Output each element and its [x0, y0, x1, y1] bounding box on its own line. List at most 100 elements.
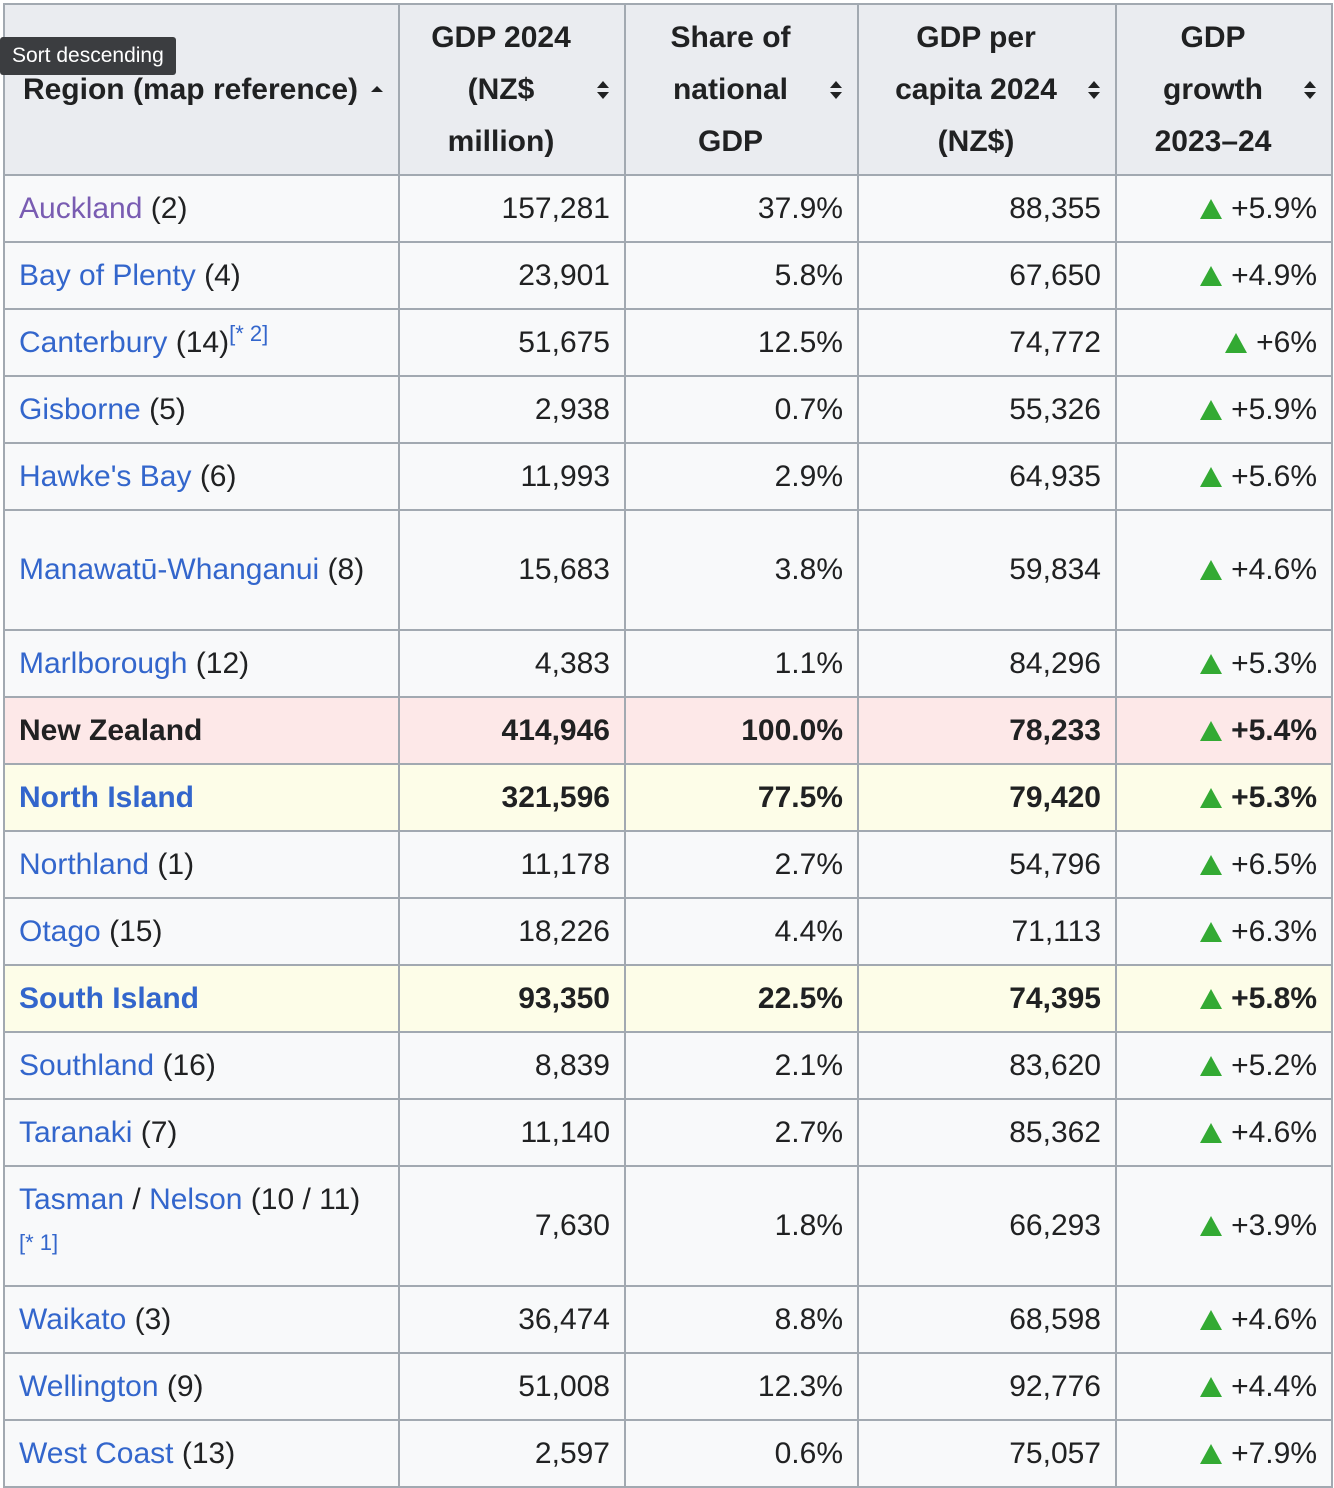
gdp-cell: 7,630: [398, 1165, 626, 1287]
header-per-capita[interactable]: GDP per capita 2024 (NZ$): [857, 3, 1117, 176]
sort-tooltip: Sort descending: [0, 37, 176, 75]
header-region-label: Region (map reference): [22, 72, 359, 106]
growth-cell: +7.9%: [1115, 1419, 1333, 1488]
gdp-cell: 18,226: [398, 897, 626, 966]
header-region[interactable]: Region (map reference): [3, 3, 400, 176]
sort-icon[interactable]: [1303, 80, 1317, 100]
gdp-cell: 4,383: [398, 629, 626, 698]
region-cell: Waikato (3): [3, 1285, 400, 1354]
region-link[interactable]: South Island: [19, 981, 199, 1015]
region-link[interactable]: Southland: [19, 1048, 155, 1082]
increase-arrow-icon: [1200, 1122, 1223, 1143]
sort-icon[interactable]: [596, 80, 610, 100]
growth-value: +5.3%: [1231, 780, 1317, 814]
region-link[interactable]: Hawke's Bay: [19, 459, 192, 493]
region-name: New Zealand: [19, 713, 203, 747]
per-capita-cell: 84,296: [857, 629, 1117, 698]
growth-value: +4.9%: [1231, 258, 1317, 292]
share-cell: 5.8%: [624, 241, 859, 310]
per-capita-cell: 88,355: [857, 174, 1117, 243]
header-gdp-label: GDP 2024 (NZ$ million): [431, 20, 571, 158]
region-link[interactable]: Waikato: [19, 1302, 127, 1336]
share-cell: 12.5%: [624, 308, 859, 377]
header-share[interactable]: Share of national GDP: [624, 3, 859, 176]
region-cell: Canterbury (14)[* 2]: [3, 308, 400, 377]
gdp-cell: 51,008: [398, 1352, 626, 1421]
table-row: Taranaki (7) 11,140 2.7% 85,362 +4.6%: [3, 1098, 1333, 1167]
share-cell: 2.1%: [624, 1031, 859, 1100]
growth-cell: +4.6%: [1115, 1285, 1333, 1354]
growth-value: +5.9%: [1231, 191, 1317, 225]
header-growth-label: GDP growth 2023–24: [1154, 20, 1272, 158]
sort-icon[interactable]: [1087, 80, 1101, 100]
gdp-cell: 51,675: [398, 308, 626, 377]
region-link[interactable]: Bay of Plenty: [19, 258, 196, 292]
share-cell: 77.5%: [624, 763, 859, 832]
increase-arrow-icon: [1225, 332, 1248, 353]
gdp-cell: 11,178: [398, 830, 626, 899]
growth-value: +7.9%: [1231, 1436, 1317, 1470]
increase-arrow-icon: [1200, 921, 1223, 942]
region-link[interactable]: Otago: [19, 914, 101, 948]
growth-cell: +6%: [1115, 308, 1333, 377]
growth-value: +4.4%: [1231, 1369, 1317, 1403]
map-reference: (16): [162, 1048, 216, 1082]
sort-ascending-icon[interactable]: [370, 80, 384, 100]
region-link[interactable]: Auckland: [19, 191, 143, 225]
growth-value: +5.8%: [1231, 981, 1317, 1015]
header-gdp[interactable]: GDP 2024 (NZ$ million): [398, 3, 626, 176]
growth-value: +5.4%: [1231, 713, 1317, 747]
share-cell: 100.0%: [624, 696, 859, 765]
growth-cell: +5.2%: [1115, 1031, 1333, 1100]
increase-arrow-icon: [1200, 1309, 1223, 1330]
region-cell: Manawatū-Whanganui (8): [3, 509, 400, 631]
growth-value: +5.9%: [1231, 392, 1317, 426]
footnote-ref: [* 1]: [19, 1230, 58, 1255]
region-link[interactable]: North Island: [19, 780, 195, 814]
sort-icon[interactable]: [829, 80, 843, 100]
footnote-link[interactable]: [* 2]: [229, 320, 269, 346]
table-row: Otago (15) 18,226 4.4% 71,113 +6.3%: [3, 897, 1333, 966]
region-link[interactable]: Gisborne: [19, 392, 141, 426]
increase-arrow-icon: [1200, 1443, 1223, 1464]
share-cell: 37.9%: [624, 174, 859, 243]
growth-cell: +4.6%: [1115, 1098, 1333, 1167]
region-link[interactable]: West Coast: [19, 1436, 174, 1470]
region-link[interactable]: Manawatū-Whanganui: [19, 553, 320, 586]
growth-cell: +5.4%: [1115, 696, 1333, 765]
growth-cell: +3.9%: [1115, 1165, 1333, 1287]
growth-cell: +5.8%: [1115, 964, 1333, 1033]
region-cell: Taranaki (7): [3, 1098, 400, 1167]
map-reference: (4): [204, 258, 241, 292]
map-reference: (8): [327, 553, 365, 586]
gdp-cell: 11,140: [398, 1098, 626, 1167]
per-capita-cell: 55,326: [857, 375, 1117, 444]
region-link[interactable]: Wellington: [19, 1369, 159, 1403]
map-reference: (12): [195, 646, 250, 680]
growth-cell: +5.3%: [1115, 629, 1333, 698]
region-cell: West Coast (13): [3, 1419, 400, 1488]
per-capita-cell: 64,935: [857, 442, 1117, 511]
gdp-cell: 2,597: [398, 1419, 626, 1488]
region-link[interactable]: Tasman: [19, 1183, 125, 1216]
region-cell: Marlborough (12): [3, 629, 400, 698]
header-growth[interactable]: GDP growth 2023–24: [1115, 3, 1333, 176]
region-cell: Auckland (2): [3, 174, 400, 243]
gdp-cell: 11,993: [398, 442, 626, 511]
map-reference: (14): [175, 325, 230, 359]
region-link[interactable]: Marlborough: [19, 646, 188, 680]
footnote-link[interactable]: [* 1]: [19, 1230, 59, 1255]
per-capita-cell: 74,772: [857, 308, 1117, 377]
region-link-secondary[interactable]: Nelson: [149, 1183, 243, 1216]
growth-cell: +6.3%: [1115, 897, 1333, 966]
growth-cell: +4.4%: [1115, 1352, 1333, 1421]
table-row: Northland (1) 11,178 2.7% 54,796 +6.5%: [3, 830, 1333, 899]
region-link[interactable]: Northland: [19, 847, 150, 881]
header-row: Region (map reference) GDP 2024 (NZ$ mil…: [3, 3, 1333, 176]
region-link[interactable]: Taranaki: [19, 1115, 133, 1149]
share-cell: 1.8%: [624, 1165, 859, 1287]
per-capita-cell: 83,620: [857, 1031, 1117, 1100]
region-link[interactable]: Canterbury: [19, 325, 168, 359]
region-cell: New Zealand: [3, 696, 400, 765]
table-row: West Coast (13) 2,597 0.6% 75,057 +7.9%: [3, 1419, 1333, 1488]
